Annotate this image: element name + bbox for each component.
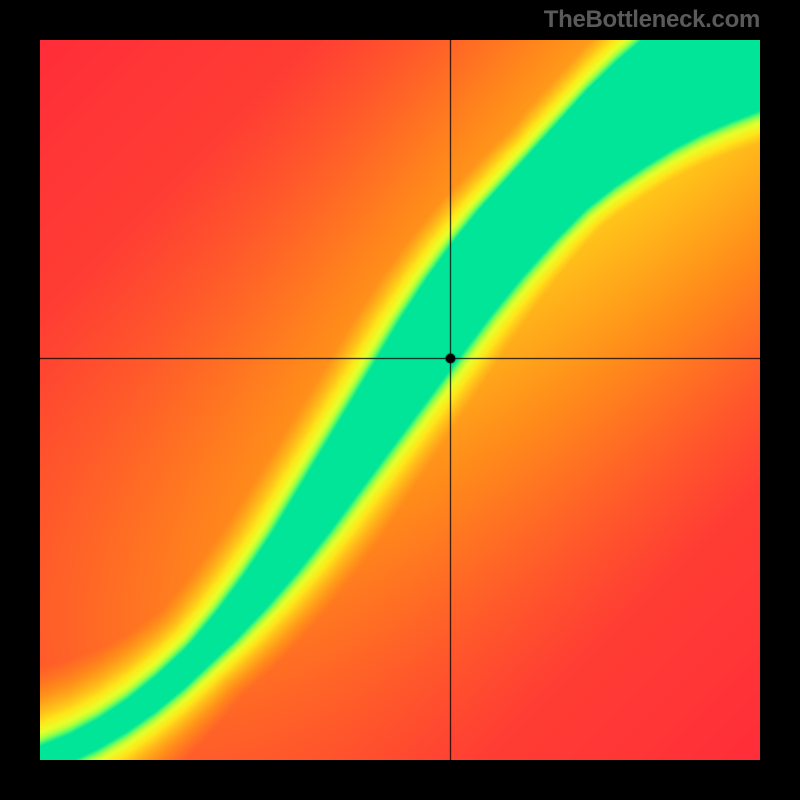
watermark-text: TheBottleneck.com xyxy=(544,6,760,34)
heatmap-canvas xyxy=(40,40,760,760)
chart-container: TheBottleneck.com xyxy=(0,0,800,800)
